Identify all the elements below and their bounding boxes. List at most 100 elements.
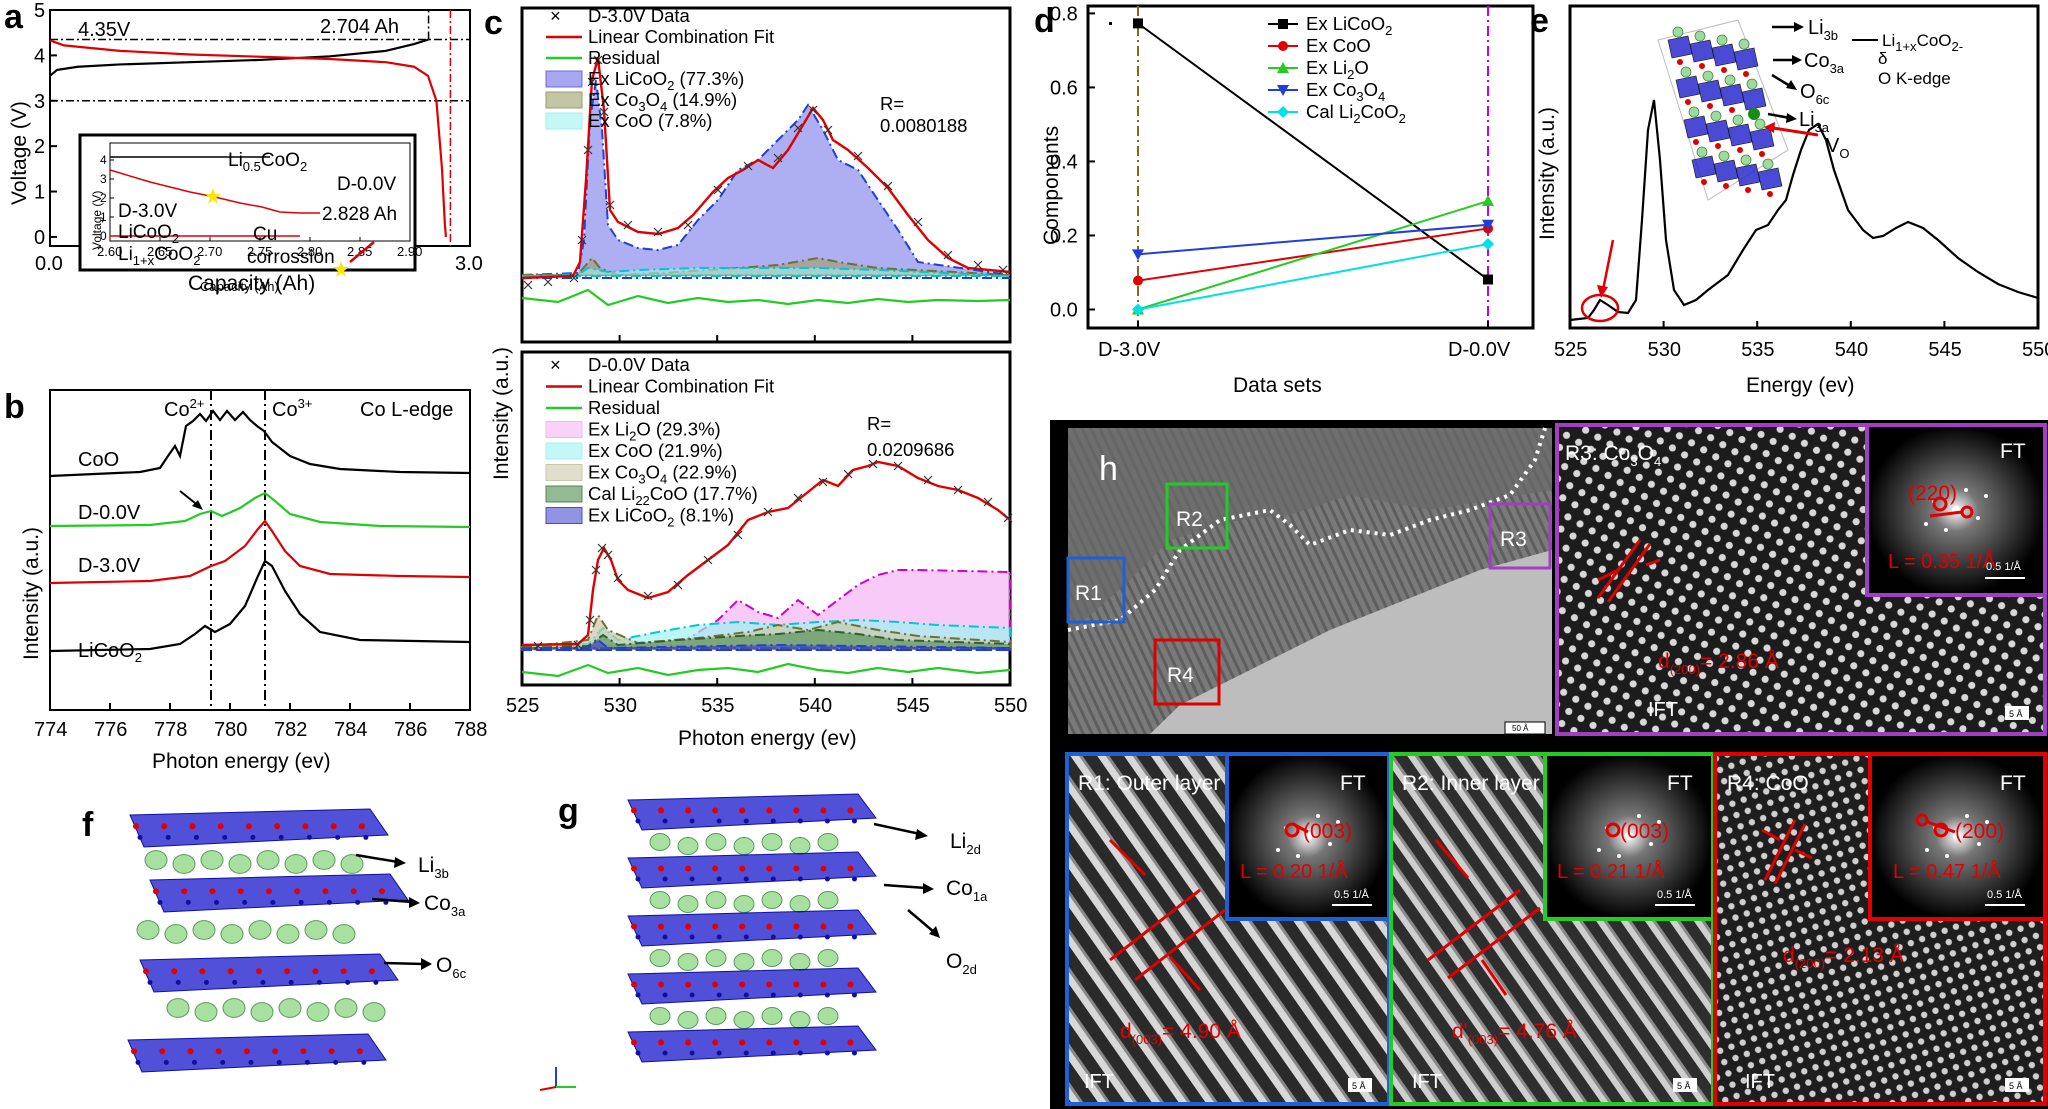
g-li-row-1-1 <box>677 895 699 913</box>
g-slab-1-co-6 <box>797 876 803 882</box>
svg-text:R3: Co3O4: R3: Co3O4 <box>1565 442 1661 469</box>
r2-ft-spot-5 <box>1657 820 1661 824</box>
inset-ytick-label-1: 1 <box>100 210 107 224</box>
annot-2-704ah: 2.704 Ah <box>320 16 399 38</box>
g-slab-3-o-0 <box>631 981 637 988</box>
r1-ft-spot-6 <box>1304 832 1312 840</box>
label-co2: Co <box>164 399 190 421</box>
legend-e-label: Li <box>1882 31 1895 50</box>
f-slab-3-o-3 <box>215 1048 222 1055</box>
y-axis-label-d: Components <box>1040 126 1063 245</box>
f-li-row-1-5 <box>276 924 300 944</box>
e-li-1-3 <box>1746 78 1758 90</box>
r2-ft-label: FT <box>1667 772 1693 795</box>
g-slab-1-co-1 <box>662 876 668 882</box>
f-slab-0-o-7 <box>330 823 337 830</box>
e-li-2-2 <box>1732 114 1744 126</box>
e-oxygen-3-1 <box>1723 183 1729 189</box>
r1-title: R1: Outer layer <box>1078 772 1220 795</box>
g-li-row-0-0 <box>649 833 671 851</box>
y-axis-label-b: Intensity (a.u.) <box>20 527 43 660</box>
svg-text:O2d: O2d <box>946 950 977 977</box>
y-axis-label-c: Intensity (a.u.) <box>490 347 513 480</box>
label-r3: R3 <box>1500 528 1527 551</box>
inset-ytick-label-3: 3 <box>100 172 107 186</box>
g-slab-2-o-0 <box>631 923 637 930</box>
f-slab-3-o-2 <box>187 1048 194 1055</box>
r2-ift: IFT <box>1412 1071 1442 1093</box>
g-li-row-0-1 <box>677 837 699 855</box>
g-slab-3-o-5 <box>766 981 773 988</box>
r2-ft-scale: 0.5 1/Å <box>1657 888 1693 901</box>
f-slab-2-co-6 <box>316 979 322 985</box>
f-li-row-2-1 <box>194 1002 218 1022</box>
g-li-row-1-5 <box>789 895 811 913</box>
panel-label-b: b <box>4 388 25 426</box>
f-slab-1-o-6 <box>322 888 329 895</box>
e-octa-2-0 <box>1683 115 1709 139</box>
e-octa-3-2 <box>1735 163 1761 187</box>
r3-ft-spot-3 <box>1964 488 1968 492</box>
a-ytick-label-5: 5 <box>34 0 45 22</box>
panel-label-h: h <box>1099 450 1118 488</box>
g-li-row-3-6 <box>817 1007 839 1025</box>
f-slab-1 <box>149 873 409 913</box>
f-slab-2-co-3 <box>232 979 238 985</box>
g-slab-4-co-8 <box>851 1050 857 1056</box>
f-slab-3-o-0 <box>131 1048 137 1055</box>
d-ytick-label-0: 0.0 <box>1050 299 1078 321</box>
r2-ft-spot-4 <box>1597 848 1601 852</box>
g-slab-0-co-1 <box>662 818 668 824</box>
g-li-row-2-3 <box>733 953 755 971</box>
f-li-row-1-2 <box>192 920 216 940</box>
inset-li1x: Li <box>118 244 133 265</box>
g-slab-3-o-8 <box>847 981 854 988</box>
g-slab-2-co-7 <box>824 934 830 940</box>
f-slab-2-o-3 <box>227 968 234 975</box>
scale-main: 50 Å <box>1512 724 1529 733</box>
f-slab-1-co-6 <box>326 899 332 905</box>
c-bot-x-pt-7 <box>643 591 653 601</box>
g-slab-0-o-7 <box>820 807 827 814</box>
d-legend-marker-2 <box>1277 62 1289 73</box>
inset-xtick-label-2: 2.70 <box>197 244 222 259</box>
g-slab-1-o-7 <box>820 865 827 872</box>
r1-overlay <box>1108 823 1309 992</box>
f-slab-1-o-2 <box>209 888 216 895</box>
g-slab-2-o-8 <box>847 923 854 930</box>
f-slab-0-o-5 <box>274 823 281 830</box>
c-bot-x-pt-12 <box>793 493 803 503</box>
c-bot-x-pt-9 <box>703 555 713 565</box>
g-slab-1-o-2 <box>685 865 692 872</box>
f-li-row-0-4 <box>256 850 280 870</box>
g-li-row-0-5 <box>789 837 811 855</box>
f-slab-3-o-7 <box>328 1048 335 1055</box>
f-slab-3-co-4 <box>248 1059 254 1065</box>
label-series-d3: D-3.0V <box>78 555 141 577</box>
svg-text:Co3a: Co3a <box>424 892 466 919</box>
e-oxygen-1-0 <box>1685 99 1691 105</box>
g-o2d: O <box>946 950 962 973</box>
c-top-legend-sym-0: × <box>550 5 561 26</box>
c-bot-legend-sym-4 <box>545 442 583 460</box>
a-xtick-label-0: 0.0 <box>35 253 63 275</box>
b-xtick-label-3: 780 <box>214 719 247 741</box>
r2-ft-marker <box>1605 822 1621 838</box>
e-xtick-label-0: 525 <box>1554 339 1587 361</box>
g-slab-0-co-6 <box>797 818 803 824</box>
g-slab-1-co-2 <box>689 876 695 882</box>
g-slab-1-o-5 <box>766 865 773 872</box>
c-top-x-pt-15 <box>793 123 803 133</box>
d-ytick-label-2: 0.4 <box>1050 151 1078 173</box>
structure-inset-e <box>1657 19 1819 201</box>
g-li-row-2-4 <box>761 949 783 967</box>
d-xtick-label-0: D-3.0V <box>1098 339 1161 361</box>
c-bot-legend-label-1: Linear Combination Fit <box>588 376 774 397</box>
r4-ft-spot-3 <box>1965 814 1969 818</box>
f-slab-3-co-1 <box>163 1059 169 1065</box>
inset-discharge-line <box>109 169 320 214</box>
g-slab-2-co-2 <box>689 934 695 940</box>
r1-ft-spot-5 <box>1336 820 1340 824</box>
e-oxygen-0-3 <box>1743 71 1749 77</box>
